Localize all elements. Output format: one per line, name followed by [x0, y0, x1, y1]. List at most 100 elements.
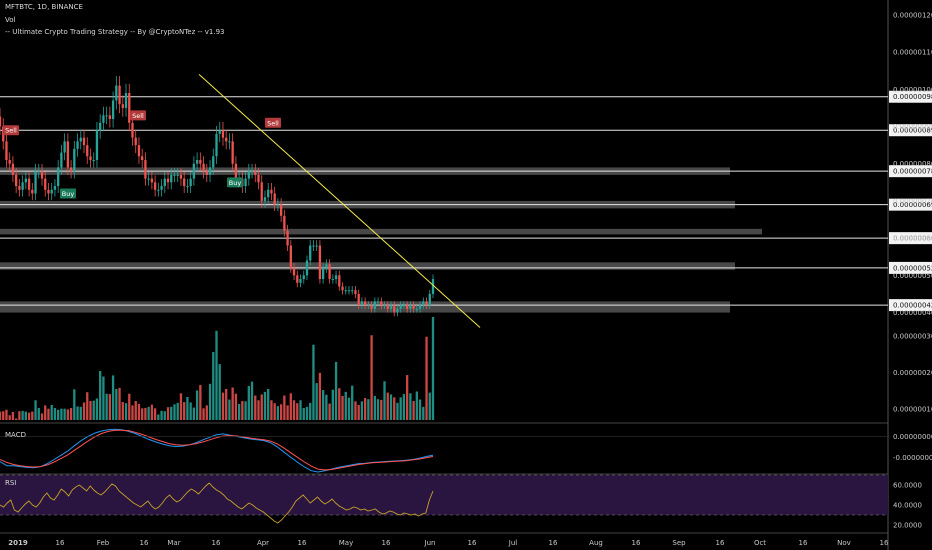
volume-bar: [99, 371, 102, 420]
volume-bar: [166, 407, 170, 420]
candle-body: [131, 122, 134, 138]
volume-axis-tick: 0.00000020: [893, 369, 932, 377]
candle-body: [141, 156, 144, 160]
volume-bar: [380, 399, 383, 420]
time-axis-tick: Apr: [257, 539, 269, 547]
time-axis-tick: Nov: [837, 539, 851, 547]
sell-signal[interactable]: [3, 125, 19, 136]
price-axis-tick: 0.00000120: [893, 11, 932, 19]
candle-body: [325, 264, 328, 268]
candle-body: [118, 85, 121, 105]
candle-body: [299, 279, 302, 283]
time-axis-tick: 16: [382, 539, 391, 547]
candle-body: [221, 130, 225, 138]
candle-body: [302, 275, 305, 280]
candle-body: [173, 174, 176, 176]
volume-bar: [79, 406, 82, 420]
volume-bar: [389, 394, 393, 420]
candle-body: [144, 160, 147, 179]
volume-bar: [215, 330, 218, 420]
candle-body: [354, 290, 357, 294]
candle-body: [263, 197, 267, 201]
buy-signal[interactable]: [60, 188, 76, 199]
buy-signal[interactable]: [227, 177, 243, 188]
volume-bar: [121, 402, 124, 420]
candle-body: [40, 171, 44, 179]
volume-bar: [376, 399, 380, 420]
rsi-axis-tick: 60.0000: [893, 482, 922, 490]
volume-bar: [237, 403, 241, 420]
volume-bar: [141, 408, 144, 420]
price-tag-label: 0.00000078: [893, 168, 932, 176]
time-axis-tick: Feb: [97, 539, 110, 547]
candle-body: [338, 275, 341, 287]
volume-bar: [276, 406, 280, 420]
volume-bar: [279, 404, 283, 420]
price-tag: [889, 124, 932, 137]
candle-body: [111, 100, 115, 120]
volume-bar: [393, 397, 396, 420]
volume-bar: [82, 402, 86, 420]
volume-bar: [250, 381, 254, 420]
candle-body: [428, 293, 431, 306]
volume-bar: [44, 405, 47, 420]
candle-body: [383, 305, 386, 307]
volume-bar: [0, 411, 2, 420]
candle-body: [422, 301, 425, 306]
volume-bar: [134, 401, 137, 420]
candle-body: [267, 189, 270, 198]
sell-signal[interactable]: [130, 110, 146, 121]
candle-body: [418, 305, 422, 309]
candle-body: [402, 305, 406, 307]
volume-bar: [299, 400, 302, 420]
candle-body: [425, 301, 428, 306]
candle-body: [99, 122, 102, 131]
rsi-axis-tick: 20.0000: [893, 522, 922, 530]
candle-body: [34, 171, 37, 194]
candle-body: [218, 130, 221, 134]
price-tag: [889, 299, 932, 312]
volume-bar: [183, 402, 186, 420]
candle-body: [215, 133, 218, 157]
volume-bar: [147, 406, 150, 420]
candle-body: [11, 163, 15, 175]
volume-bar: [170, 406, 173, 420]
volume-bar: [292, 400, 296, 420]
candle-body: [405, 305, 409, 309]
candle-body: [279, 204, 283, 216]
price-axis-tick: 0.00000100: [893, 86, 932, 94]
candle-body: [192, 163, 196, 179]
volume-bar: [66, 409, 70, 420]
macd-axis-tick: 0.00000000: [893, 433, 932, 441]
volume-bar: [431, 316, 435, 420]
candle-body: [250, 171, 254, 173]
support-resistance-zone: [0, 228, 762, 235]
candle-body: [254, 171, 257, 175]
volume-bar: [370, 335, 373, 420]
volume-bar: [218, 364, 221, 420]
price-axis-tick: 0.00000090: [893, 123, 932, 131]
candle-body: [79, 137, 82, 142]
volume-bar: [102, 376, 105, 420]
rsi-axis-tick: 40.0000: [893, 502, 922, 510]
candle-body: [92, 160, 95, 161]
volume-bar: [176, 402, 179, 420]
candle-body: [21, 182, 24, 190]
volume-bar: [360, 401, 364, 420]
time-axis-tick: 16: [140, 539, 149, 547]
volume-bar: [399, 397, 402, 420]
price-tag-label: 0.00000042: [893, 302, 932, 310]
candle-body: [121, 104, 124, 108]
price-tag-label: 0.00000060: [893, 235, 932, 243]
candle-body: [312, 245, 315, 247]
candle-body: [199, 160, 202, 164]
volume-bar: [173, 404, 176, 420]
support-resistance-zone: [0, 262, 735, 270]
candle-body: [124, 93, 128, 108]
volume-bar: [318, 372, 322, 420]
candle-body: [309, 245, 312, 261]
sell-signal[interactable]: [265, 117, 281, 128]
candle-body: [150, 178, 154, 183]
volume-bar: [15, 418, 18, 420]
